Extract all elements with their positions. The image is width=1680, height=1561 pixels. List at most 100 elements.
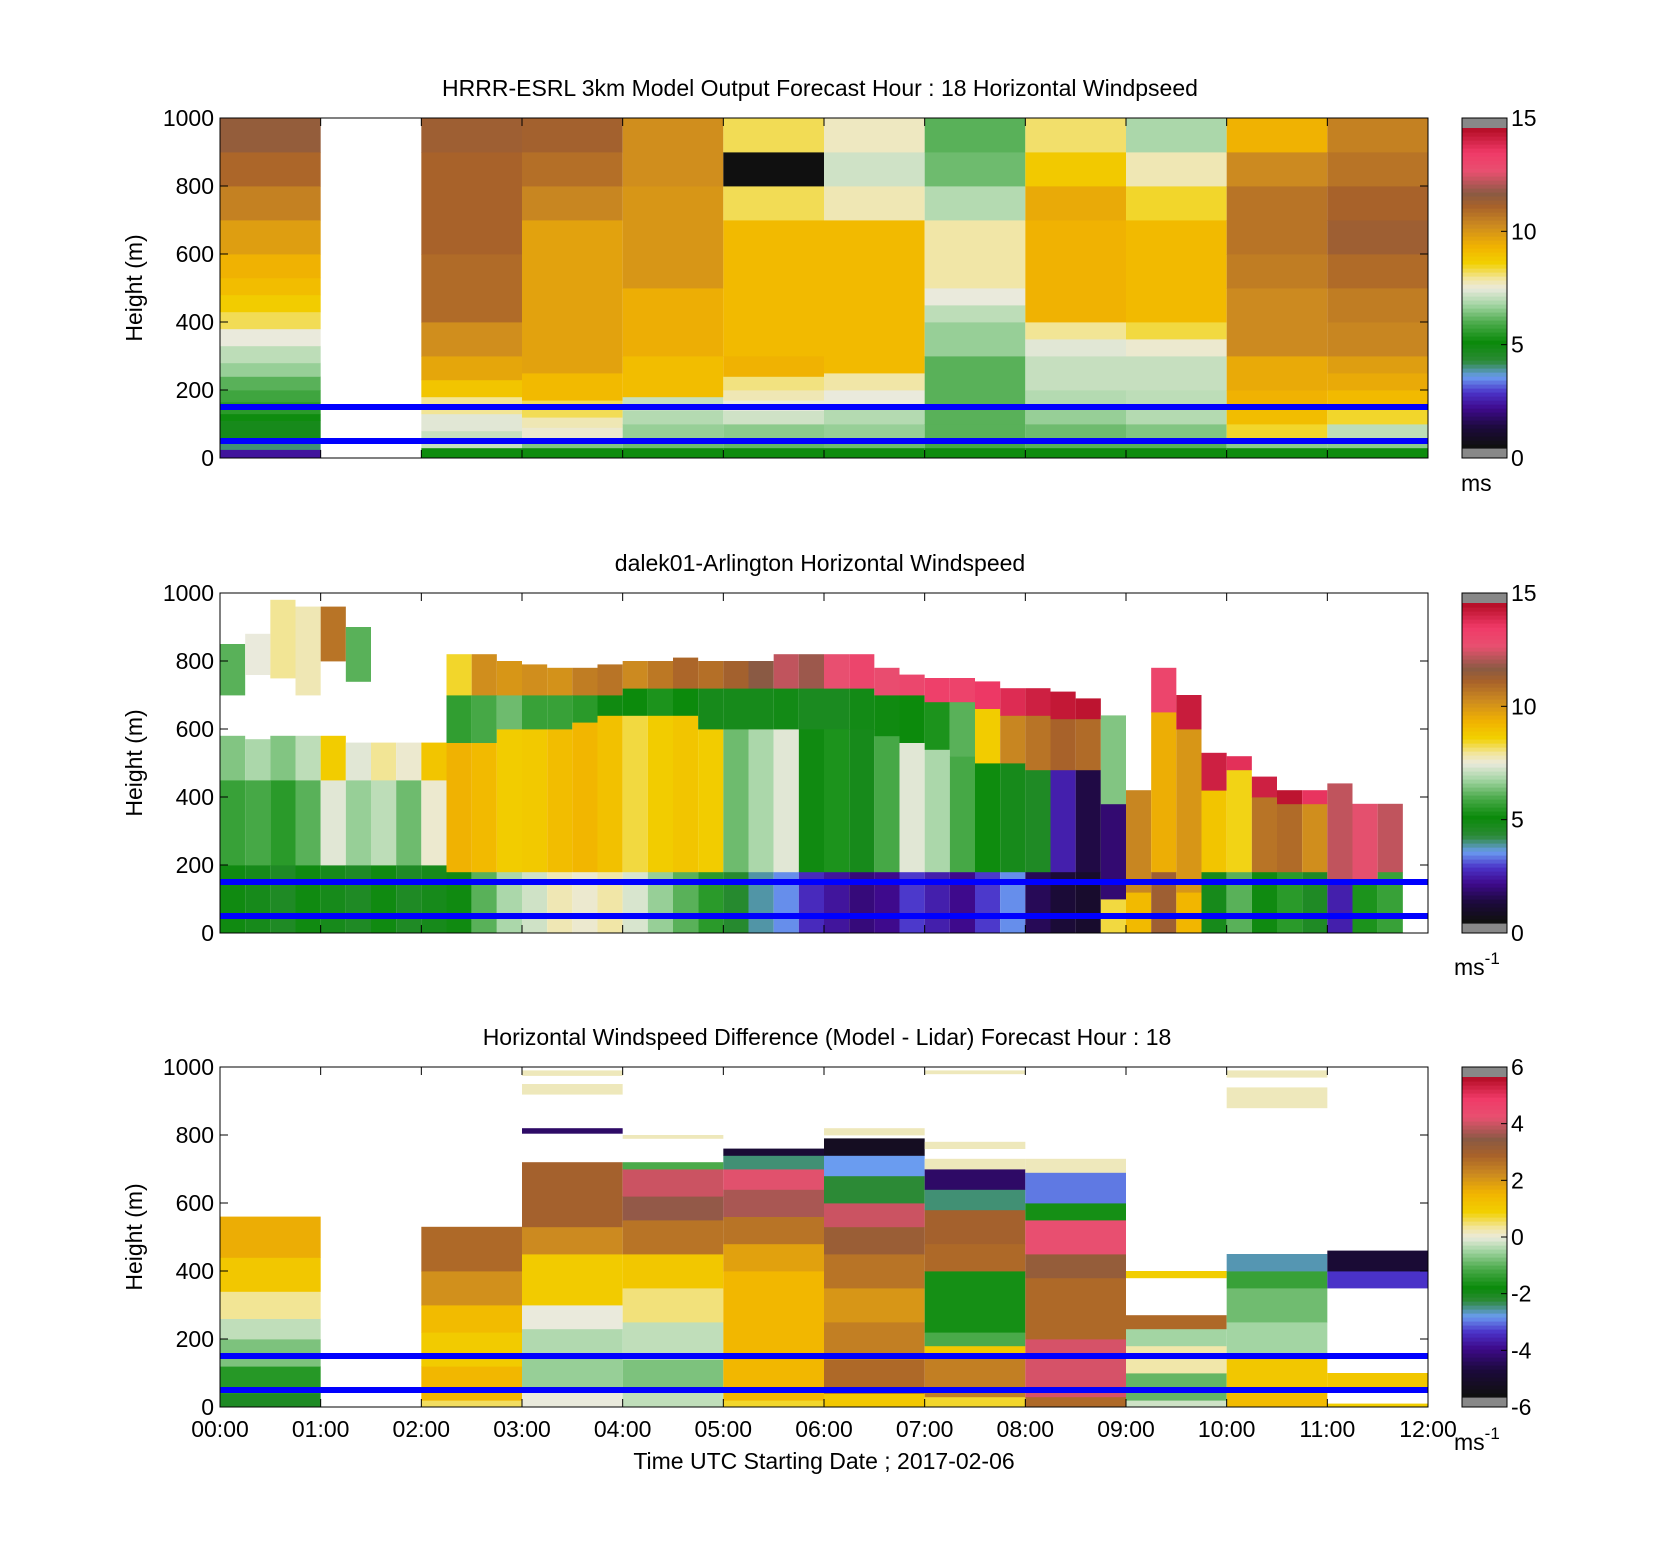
colorbar-swatch — [1462, 1141, 1507, 1146]
y-tick-label: 400 — [176, 784, 214, 810]
colorbar-swatch — [1462, 671, 1507, 676]
colorbar-swatch — [1462, 611, 1507, 616]
heatmap-cell — [773, 729, 799, 873]
heatmap-cell — [748, 688, 774, 730]
heatmap-cell — [647, 661, 673, 689]
colorbar-swatch — [1462, 1261, 1507, 1266]
colorbar-swatch — [1462, 1301, 1507, 1306]
colorbar-swatch — [1462, 212, 1507, 217]
colorbar-swatch — [1462, 1205, 1507, 1210]
x-tick-label: 11:00 — [1299, 1416, 1355, 1442]
y-tick-label: 200 — [176, 852, 214, 878]
panel-lidar-x-ticks — [219, 593, 1429, 933]
heatmap-cell — [446, 654, 472, 696]
colorbar-swatch — [1462, 228, 1507, 233]
heatmap-cell — [1176, 729, 1202, 893]
colorbar-swatch — [1462, 256, 1507, 261]
heatmap-cell — [1126, 1345, 1227, 1374]
heatmap-cell — [421, 1366, 522, 1401]
colorbar-swatch — [1462, 1125, 1507, 1130]
heatmap-cell — [924, 1271, 1026, 1333]
heatmap-cell — [824, 1254, 925, 1289]
colorbar-swatch — [1462, 919, 1507, 924]
colorbar-swatch — [1462, 420, 1507, 425]
heatmap-cell — [1126, 447, 1227, 459]
heatmap-cell — [220, 1291, 321, 1319]
colorbar-swatch — [1462, 192, 1507, 197]
colorbar-swatch — [1462, 1241, 1507, 1246]
colorbar-swatch — [1462, 428, 1507, 433]
colorbar-swatch — [1462, 1321, 1507, 1326]
colorbar-swatch — [1462, 775, 1507, 780]
colorbar-swatch — [1462, 1089, 1507, 1094]
colorbar-swatch — [1462, 1377, 1507, 1382]
colorbar-swatch — [1462, 747, 1507, 752]
heatmap-cell — [572, 667, 598, 696]
heatmap-cell — [849, 688, 875, 730]
heatmap-cell — [824, 1288, 925, 1323]
heatmap-cell — [824, 186, 925, 221]
colorbar-swatch — [1462, 615, 1507, 620]
heatmap-cell — [824, 373, 925, 391]
heatmap-cell — [824, 424, 925, 438]
heatmap-cell — [295, 735, 321, 781]
colorbar-tick-label: 10 — [1511, 693, 1537, 719]
colorbar-swatch — [1462, 232, 1507, 237]
heatmap-cell — [1151, 667, 1177, 713]
colorbar-frame — [1461, 592, 1508, 934]
heatmap-cell — [924, 407, 1026, 425]
colorbar-swatch — [1462, 1145, 1507, 1150]
heatmap-cell — [1327, 407, 1428, 425]
colorbar-swatch — [1462, 444, 1507, 449]
x-tick-label: 04:00 — [594, 1416, 652, 1442]
colorbar-tick-label: 5 — [1511, 332, 1524, 358]
x-tick-label: 12:00 — [1399, 1416, 1457, 1442]
heatmap-cell — [723, 390, 824, 401]
heatmap-cell — [622, 1359, 724, 1387]
heatmap-cell — [622, 688, 648, 716]
colorbar-swatch — [1462, 791, 1507, 796]
colorbar-swatch — [1462, 879, 1507, 884]
colorbar-swatch — [1462, 1185, 1507, 1190]
heatmap-cell — [295, 780, 321, 866]
colorbar-swatch — [1462, 1105, 1507, 1110]
heatmap-cell — [975, 708, 1001, 764]
heatmap-cell — [522, 1128, 623, 1134]
colorbar-tick-label: 0 — [1511, 920, 1524, 946]
colorbar-swatch — [1462, 1213, 1507, 1218]
y-tick-label: 200 — [176, 1326, 214, 1352]
colorbar-swatch — [1462, 268, 1507, 273]
colorbar-swatch — [1462, 152, 1507, 157]
colorbar-swatch — [1462, 1273, 1507, 1278]
colorbar-swatch — [1462, 216, 1507, 221]
colorbar-swatch — [1462, 739, 1507, 744]
heatmap-cell — [295, 606, 321, 696]
panel-model-reference-lines — [220, 404, 1428, 444]
heatmap-cell — [1327, 783, 1353, 883]
colorbar-swatch — [1462, 1237, 1507, 1242]
heatmap-cell — [1075, 769, 1101, 873]
colorbar-swatch — [1462, 627, 1507, 632]
heatmap-cell — [1025, 356, 1126, 391]
heatmap-cell — [622, 118, 724, 187]
panel-model-heatmap — [220, 118, 1428, 459]
heatmap-cell — [874, 735, 900, 873]
heatmap-cell — [975, 681, 1001, 709]
colorbar-swatch — [1462, 1209, 1507, 1214]
colorbar-swatch — [1462, 300, 1507, 305]
colorbar-swatch — [1462, 779, 1507, 784]
heatmap-cell — [899, 674, 925, 696]
heatmap-cell — [220, 442, 321, 450]
x-tick-label: 08:00 — [997, 1416, 1055, 1442]
x-tick-label: 07:00 — [896, 1416, 954, 1442]
heatmap-cell — [824, 1128, 925, 1136]
heatmap-cell — [421, 447, 522, 459]
heatmap-cell — [924, 1070, 1026, 1075]
heatmap-cell — [522, 1305, 623, 1330]
heatmap-cell — [723, 729, 749, 873]
heatmap-cell — [824, 152, 925, 187]
heatmap-cell — [723, 152, 824, 187]
heatmap-cell — [1226, 407, 1328, 425]
colorbar-swatch — [1462, 751, 1507, 756]
colorbar-swatch — [1462, 184, 1507, 189]
